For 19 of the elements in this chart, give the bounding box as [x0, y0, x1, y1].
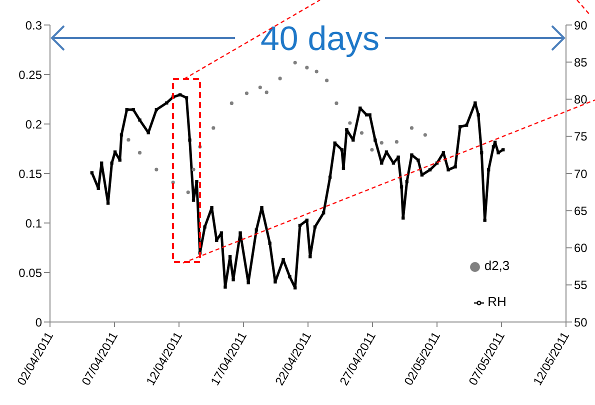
y2-tick-label: 90: [574, 18, 588, 32]
y-tick-label: 0.1: [25, 216, 42, 230]
y-tick-label: 0.2: [25, 117, 42, 132]
y2-tick-label: 65: [574, 204, 588, 218]
y2-tick-label: 55: [574, 278, 588, 292]
y2-tick-label: 70: [574, 166, 588, 181]
y2-tick-label: 75: [574, 130, 588, 144]
y-tick-label: 0.05: [18, 266, 42, 280]
legend-label: d2,3: [484, 258, 510, 273]
annotation: 40 days: [260, 20, 380, 58]
y2-tick-label: 50: [574, 315, 588, 330]
y-tick-label: 0: [35, 315, 42, 330]
y2-tick-label: 60: [574, 241, 588, 256]
y-tick-label: 0.25: [18, 68, 42, 82]
y-tick-label: 0.15: [18, 166, 42, 181]
y2-tick-label: 85: [574, 55, 588, 70]
legend-label: RH: [488, 294, 506, 309]
y2-tick-label: 80: [574, 92, 588, 107]
y-tick-label: 0.3: [25, 18, 42, 32]
